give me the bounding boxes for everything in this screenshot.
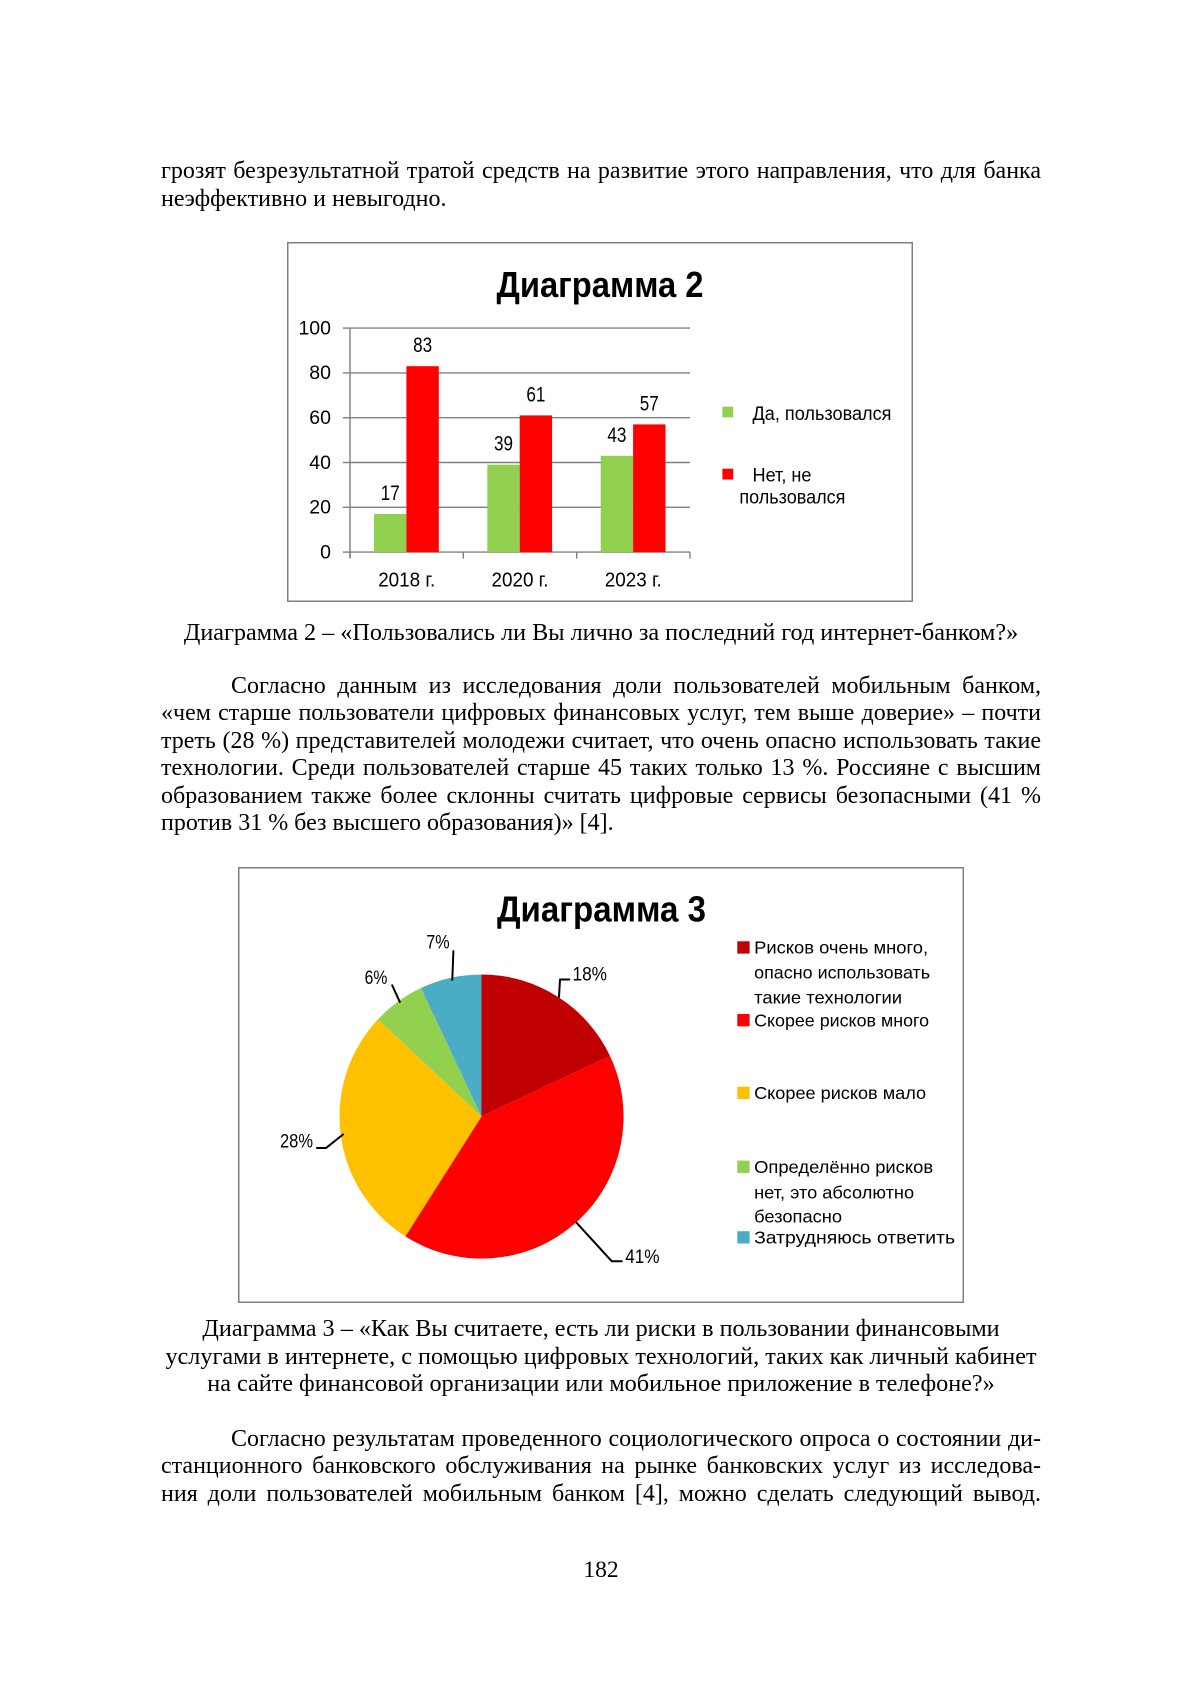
svg-text:100: 100: [298, 317, 331, 339]
svg-text:Скорее рисков мало: Скорее рисков мало: [754, 1083, 926, 1103]
svg-text:Скорее рисков много: Скорее рисков много: [754, 1010, 929, 1030]
svg-text:2023 г.: 2023 г.: [605, 569, 662, 592]
svg-text:57: 57: [640, 392, 659, 415]
svg-text:60: 60: [309, 407, 331, 429]
svg-text:20: 20: [309, 497, 331, 519]
svg-text:7%: 7%: [426, 932, 449, 953]
svg-text:2020 г.: 2020 г.: [492, 569, 549, 592]
svg-text:Диаграмма 2: Диаграмма 2: [497, 264, 704, 305]
svg-text:Определённо рисков: Определённо рисков: [754, 1157, 933, 1177]
svg-text:2018 г.: 2018 г.: [378, 569, 435, 592]
svg-text:17: 17: [381, 482, 400, 505]
svg-text:Нет, не: Нет, не: [753, 466, 812, 487]
svg-text:Да, пользовался: Да, пользовался: [753, 404, 892, 425]
svg-text:опасно использовать: опасно использовать: [754, 963, 930, 983]
svg-text:39: 39: [494, 433, 513, 456]
svg-text:безопасно: безопасно: [754, 1207, 842, 1227]
svg-text:пользовался: пользовался: [739, 487, 845, 508]
svg-text:6%: 6%: [364, 968, 387, 989]
svg-text:28%: 28%: [280, 1132, 313, 1153]
svg-text:Рисков очень много,: Рисков очень много,: [754, 938, 928, 958]
svg-text:Диаграмма 3: Диаграмма 3: [497, 888, 706, 929]
svg-text:Затрудняюсь ответить: Затрудняюсь ответить: [754, 1228, 955, 1248]
svg-text:83: 83: [413, 334, 432, 357]
svg-text:нет, это абсолютно: нет, это абсолютно: [754, 1182, 914, 1202]
svg-text:такие технологии: такие технологии: [754, 987, 902, 1007]
svg-text:43: 43: [607, 424, 626, 447]
svg-text:80: 80: [309, 362, 331, 384]
svg-text:41%: 41%: [625, 1247, 659, 1268]
svg-text:40: 40: [309, 452, 331, 474]
svg-text:0: 0: [320, 541, 331, 563]
svg-text:61: 61: [526, 383, 545, 406]
svg-text:18%: 18%: [572, 964, 607, 985]
